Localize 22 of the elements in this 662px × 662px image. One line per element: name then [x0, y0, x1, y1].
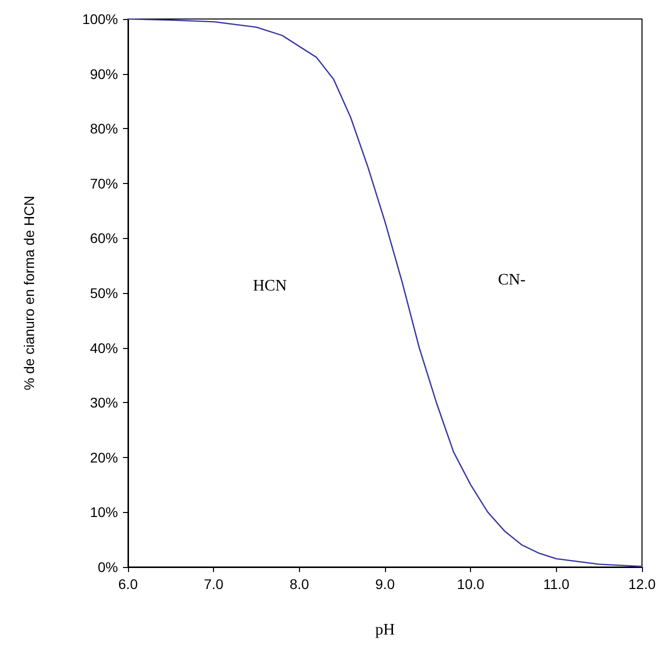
x-tick-label: 8.0: [290, 576, 310, 592]
x-tick-label: 10.0: [457, 576, 485, 592]
y-tick-label: 50%: [90, 285, 118, 301]
y-tick-label: 90%: [90, 66, 118, 82]
x-axis-title: pH: [375, 622, 396, 638]
y-axis-title: % de cianuro en forma de HCN: [21, 196, 37, 390]
y-tick-label: 0%: [98, 559, 118, 575]
annotation: HCN: [253, 278, 288, 294]
x-tick-label: 6.0: [118, 576, 138, 592]
y-tick-label: 70%: [90, 175, 118, 192]
y-tick-label: 60%: [90, 230, 118, 246]
annotation: CN-: [498, 272, 526, 288]
x-tick-label: 12.0: [628, 576, 656, 592]
y-tick-label: 30%: [90, 394, 118, 411]
x-tick-label: 11.0: [543, 576, 570, 592]
y-tick-label: 40%: [90, 340, 118, 356]
y-tick-label: 10%: [90, 504, 118, 520]
y-tick-label: 20%: [90, 449, 118, 466]
y-tick-label: 100%: [82, 11, 118, 27]
x-tick-label: 7.0: [204, 576, 224, 592]
y-tick-label: 80%: [90, 120, 118, 137]
x-tick-label: 9.0: [375, 576, 395, 592]
